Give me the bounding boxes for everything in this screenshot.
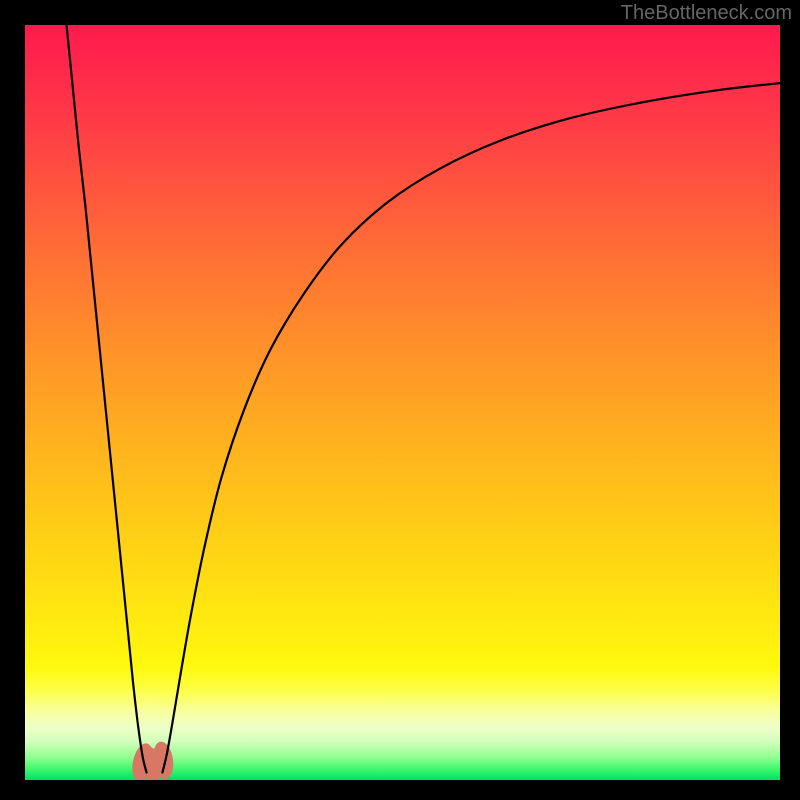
chart-svg [0,0,800,800]
watermark-text: TheBottleneck.com [621,2,792,25]
bottleneck-chart: TheBottleneck.com [0,0,800,800]
plot-background [25,25,780,780]
